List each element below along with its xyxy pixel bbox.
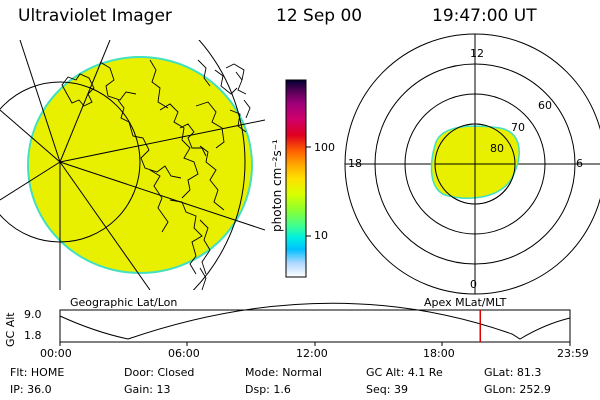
- status-gc-alt: GC Alt: 4.1 Re: [366, 366, 443, 379]
- timeline-ytick-max: 9.0: [24, 308, 42, 321]
- status-flt: Flt: HOME: [10, 366, 65, 379]
- timeline-axis-label: GC Alt: [4, 312, 17, 347]
- timeline-ytick-min: 1.8: [24, 329, 42, 342]
- coastlines: [61, 59, 247, 275]
- lat-label-60: 60: [538, 99, 552, 112]
- timeline-title-left: Geographic Lat/Lon: [70, 296, 178, 309]
- geo-grid: [0, 40, 265, 290]
- mlt-label-0: 0: [470, 278, 477, 291]
- colorbar-tick-10: 10: [314, 229, 328, 242]
- date-label: 12 Sep 00: [276, 6, 363, 26]
- instrument-title: Ultraviolet Imager: [18, 6, 172, 26]
- timeline-xtick-1800: 18:00: [423, 347, 455, 360]
- timeline-xtick-0600: 06:00: [168, 347, 200, 360]
- colorbar-tick-100: 100: [314, 141, 335, 154]
- colorbar-unit-label: photon cm⁻²s⁻¹: [270, 139, 284, 232]
- status-glon: GLon: 252.9: [484, 383, 551, 396]
- timeline-title-right: Apex MLat/MLT: [424, 296, 507, 309]
- timeline-xtick-0000: 00:00: [40, 347, 72, 360]
- timeline-ticks: [59, 342, 571, 346]
- altitude-curve: [59, 302, 571, 340]
- status-seq: Seq: 39: [366, 383, 408, 396]
- lat-label-70: 70: [511, 121, 525, 134]
- auroral-oval: [430, 123, 520, 205]
- geographic-image: [0, 40, 265, 291]
- timeline-panel: [59, 309, 571, 343]
- mlt-label-12: 12: [470, 47, 484, 60]
- timeline-xtick-2359: 23:59: [557, 347, 589, 360]
- colorbar: [285, 79, 307, 278]
- lat-label-80: 80: [490, 142, 504, 155]
- status-mode: Mode: Normal: [245, 366, 322, 379]
- status-glat: GLat: 81.3: [484, 366, 542, 379]
- status-ip: IP: 36.0: [10, 383, 52, 396]
- status-door: Door: Closed: [124, 366, 195, 379]
- coastlines-outer: [197, 59, 251, 291]
- timeline-xtick-1200: 12:00: [296, 347, 328, 360]
- mlt-label-18: 18: [348, 157, 362, 170]
- time-label: 19:47:00 UT: [432, 6, 537, 26]
- colorbar-ticks: [306, 146, 311, 237]
- status-dsp: Dsp: 1.6: [245, 383, 291, 396]
- mlt-label-6: 6: [576, 157, 583, 170]
- status-gain: Gain: 13: [124, 383, 171, 396]
